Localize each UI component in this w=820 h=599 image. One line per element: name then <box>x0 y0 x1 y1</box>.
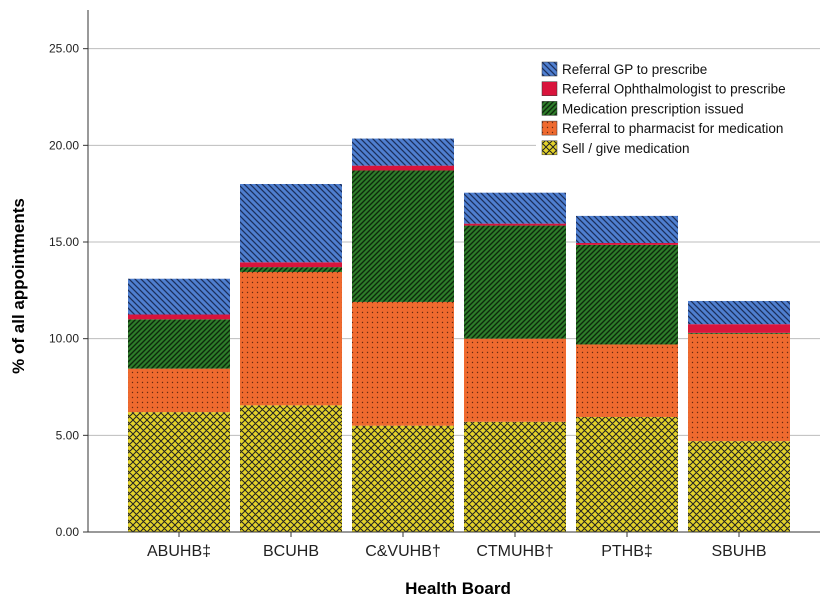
bar-segment <box>352 138 454 166</box>
y-axis-title: % of all appointments <box>9 198 28 374</box>
bars <box>128 138 790 532</box>
x-axis-title: Health Board <box>405 579 511 598</box>
bar-segment <box>128 319 230 369</box>
bar-segment <box>240 267 342 272</box>
bar-segment <box>128 368 230 413</box>
bar-segment <box>128 278 230 315</box>
x-tick-label: BCUHB <box>263 543 319 560</box>
legend-swatch <box>541 140 558 156</box>
x-tick-label: C&VUHB† <box>365 543 441 560</box>
legend-label: Referral GP to prescribe <box>562 62 707 77</box>
y-tick-label: 20.00 <box>49 138 79 152</box>
bar-segment <box>464 421 566 532</box>
axes: 0.00 5.00 10.00 15.00 20.00 25.00 ABUHB‡ BCUHB C… <box>49 10 820 560</box>
bar-segment <box>576 244 678 345</box>
x-tick-label: CTMUHB† <box>476 543 553 560</box>
legend-label: Referral to pharmacist for medication <box>562 121 783 136</box>
bar-segment <box>576 416 678 532</box>
y-tick-label: 10.00 <box>49 332 79 346</box>
bar-segment <box>352 301 454 426</box>
x-tick-label: PTHB‡ <box>601 543 653 560</box>
legend-background <box>536 57 820 160</box>
x-tick-label: SBUHB <box>711 543 766 560</box>
bar-segment <box>576 344 678 417</box>
bar-segment <box>464 223 566 226</box>
bar-segment <box>128 412 230 532</box>
bar-segment <box>464 192 566 224</box>
bar-segment <box>576 242 678 245</box>
bar-segment <box>688 441 790 532</box>
legend-label: Referral Ophthalmologist to prescribe <box>562 82 786 97</box>
legend-swatch <box>541 81 558 96</box>
bar-segment <box>240 262 342 268</box>
bar-segment <box>240 184 342 263</box>
y-tick-label: 5.00 <box>56 428 80 442</box>
legend-swatch <box>541 61 558 77</box>
y-tick-label: 0.00 <box>56 525 80 539</box>
bar-segment <box>688 324 790 333</box>
legend: Referral GP to prescribe Referral Ophthal… <box>536 57 820 160</box>
legend-label: Medication prescription issued <box>562 101 744 116</box>
y-tick-label: 25.00 <box>49 42 79 56</box>
x-tick-label: ABUHB‡ <box>147 543 211 560</box>
bar-segment <box>352 170 454 302</box>
bar-segment <box>464 225 566 339</box>
legend-swatch <box>541 101 558 116</box>
legend-swatch <box>541 120 558 136</box>
bar-segment <box>240 271 342 406</box>
bar-segment <box>352 165 454 171</box>
bar-segment <box>240 405 342 532</box>
bar-segment <box>352 425 454 532</box>
bar-segment <box>688 300 790 325</box>
bar-segment <box>576 215 678 243</box>
legend-label: Sell / give medication <box>562 141 690 156</box>
y-tick-label: 15.00 <box>49 235 79 249</box>
bar-segment <box>464 338 566 422</box>
bar-segment <box>128 314 230 320</box>
bar-segment <box>688 332 790 334</box>
bar-segment <box>688 333 790 442</box>
